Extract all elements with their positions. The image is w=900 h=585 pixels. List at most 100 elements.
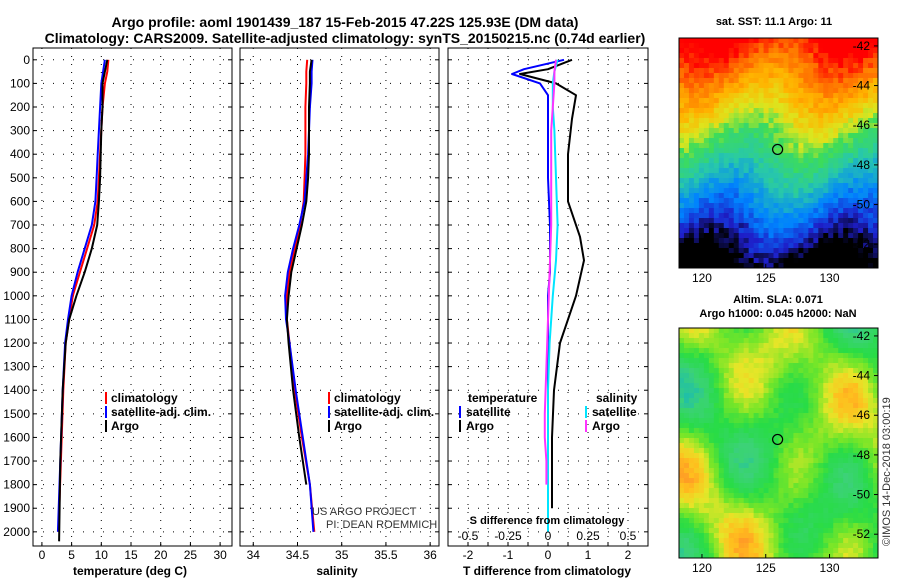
map-cell bbox=[679, 483, 685, 489]
map-cell bbox=[763, 258, 769, 264]
map-cell bbox=[838, 518, 844, 524]
map-cell bbox=[688, 458, 695, 464]
map-cell bbox=[698, 168, 705, 174]
map-cell bbox=[853, 453, 859, 459]
map-cell bbox=[823, 478, 829, 484]
map-cell bbox=[738, 423, 745, 429]
map-cell bbox=[693, 98, 700, 104]
map-cell bbox=[763, 93, 769, 99]
map-cell bbox=[733, 453, 740, 459]
map-cell bbox=[773, 498, 779, 504]
map-cell bbox=[833, 38, 839, 44]
map-cell bbox=[703, 468, 710, 474]
map-cell bbox=[833, 203, 839, 209]
map-cell bbox=[778, 383, 784, 389]
map-x-tick-label: 125 bbox=[756, 561, 776, 575]
map-cell bbox=[693, 403, 700, 409]
map-cell bbox=[793, 458, 799, 464]
map-cell bbox=[843, 228, 849, 234]
map-cell bbox=[788, 233, 794, 239]
map-cell bbox=[703, 88, 710, 94]
map-cell bbox=[718, 258, 725, 264]
map-cell bbox=[808, 443, 814, 449]
map-cell bbox=[743, 353, 750, 359]
map-cell bbox=[823, 38, 829, 44]
map-cell bbox=[708, 153, 715, 159]
map-cell bbox=[838, 413, 844, 419]
map-cell bbox=[713, 543, 720, 549]
map-cell bbox=[833, 208, 839, 214]
map-cell bbox=[853, 328, 859, 334]
map-cell bbox=[843, 538, 849, 544]
map-cell bbox=[708, 183, 715, 189]
map-cell bbox=[753, 538, 760, 544]
map-cell bbox=[733, 518, 740, 524]
map-cell bbox=[679, 543, 685, 549]
map-cell bbox=[738, 158, 745, 164]
map-cell bbox=[868, 213, 874, 219]
map-cell bbox=[868, 243, 874, 249]
map-cell bbox=[683, 438, 690, 444]
map-cell bbox=[733, 178, 740, 184]
map-cell bbox=[833, 528, 839, 534]
map-cell bbox=[873, 78, 878, 84]
map-cell bbox=[688, 53, 695, 59]
map-cell bbox=[693, 488, 700, 494]
map-cell bbox=[873, 498, 878, 504]
map-cell bbox=[683, 188, 690, 194]
map-cell bbox=[853, 108, 859, 114]
map-cell bbox=[858, 538, 864, 544]
map-cell bbox=[758, 443, 764, 449]
map-cell bbox=[753, 483, 760, 489]
map-cell bbox=[788, 238, 794, 244]
map-cell bbox=[703, 248, 710, 254]
map-cell bbox=[708, 88, 715, 94]
map-cell bbox=[763, 88, 769, 94]
x-tick-label: 10 bbox=[95, 548, 109, 562]
map-cell bbox=[773, 478, 779, 484]
map-cell bbox=[728, 553, 735, 558]
map-cell bbox=[843, 383, 849, 389]
map-cell bbox=[818, 413, 824, 419]
map-cell bbox=[738, 223, 745, 229]
map-cell bbox=[743, 173, 750, 179]
map-cell bbox=[679, 188, 685, 194]
map-cell bbox=[778, 203, 784, 209]
map-cell bbox=[808, 403, 814, 409]
map-cell bbox=[718, 378, 725, 384]
map-cell bbox=[788, 163, 794, 169]
map-cell bbox=[813, 123, 819, 129]
map-cell bbox=[688, 438, 695, 444]
map-cell bbox=[808, 478, 814, 484]
map-cell bbox=[703, 233, 710, 239]
map-cell bbox=[738, 398, 745, 404]
map-cell bbox=[773, 258, 779, 264]
map-cell bbox=[818, 108, 824, 114]
map-cell bbox=[823, 338, 829, 344]
sla-map-frame bbox=[678, 327, 879, 559]
map-cell bbox=[783, 163, 789, 169]
map-cell bbox=[843, 118, 849, 124]
map-cell bbox=[833, 508, 839, 514]
map-cell bbox=[773, 193, 779, 199]
map-cell bbox=[679, 418, 685, 424]
map-cell bbox=[808, 218, 814, 224]
map-cell bbox=[773, 253, 779, 259]
map-cell bbox=[833, 553, 839, 558]
map-cell bbox=[728, 503, 735, 509]
map-cell bbox=[783, 43, 789, 49]
map-cell bbox=[738, 528, 745, 534]
map-cell bbox=[868, 258, 874, 264]
map-cell bbox=[783, 338, 789, 344]
map-cell bbox=[818, 158, 824, 164]
map-cell bbox=[679, 398, 685, 404]
map-cell bbox=[758, 508, 764, 514]
map-cell bbox=[693, 163, 700, 169]
map-cell bbox=[753, 413, 760, 419]
map-cell bbox=[773, 103, 779, 109]
map-cell bbox=[873, 343, 878, 349]
map-cell bbox=[823, 238, 829, 244]
map-cell bbox=[723, 68, 730, 74]
map-cell bbox=[688, 468, 695, 474]
map-cell bbox=[803, 328, 809, 334]
